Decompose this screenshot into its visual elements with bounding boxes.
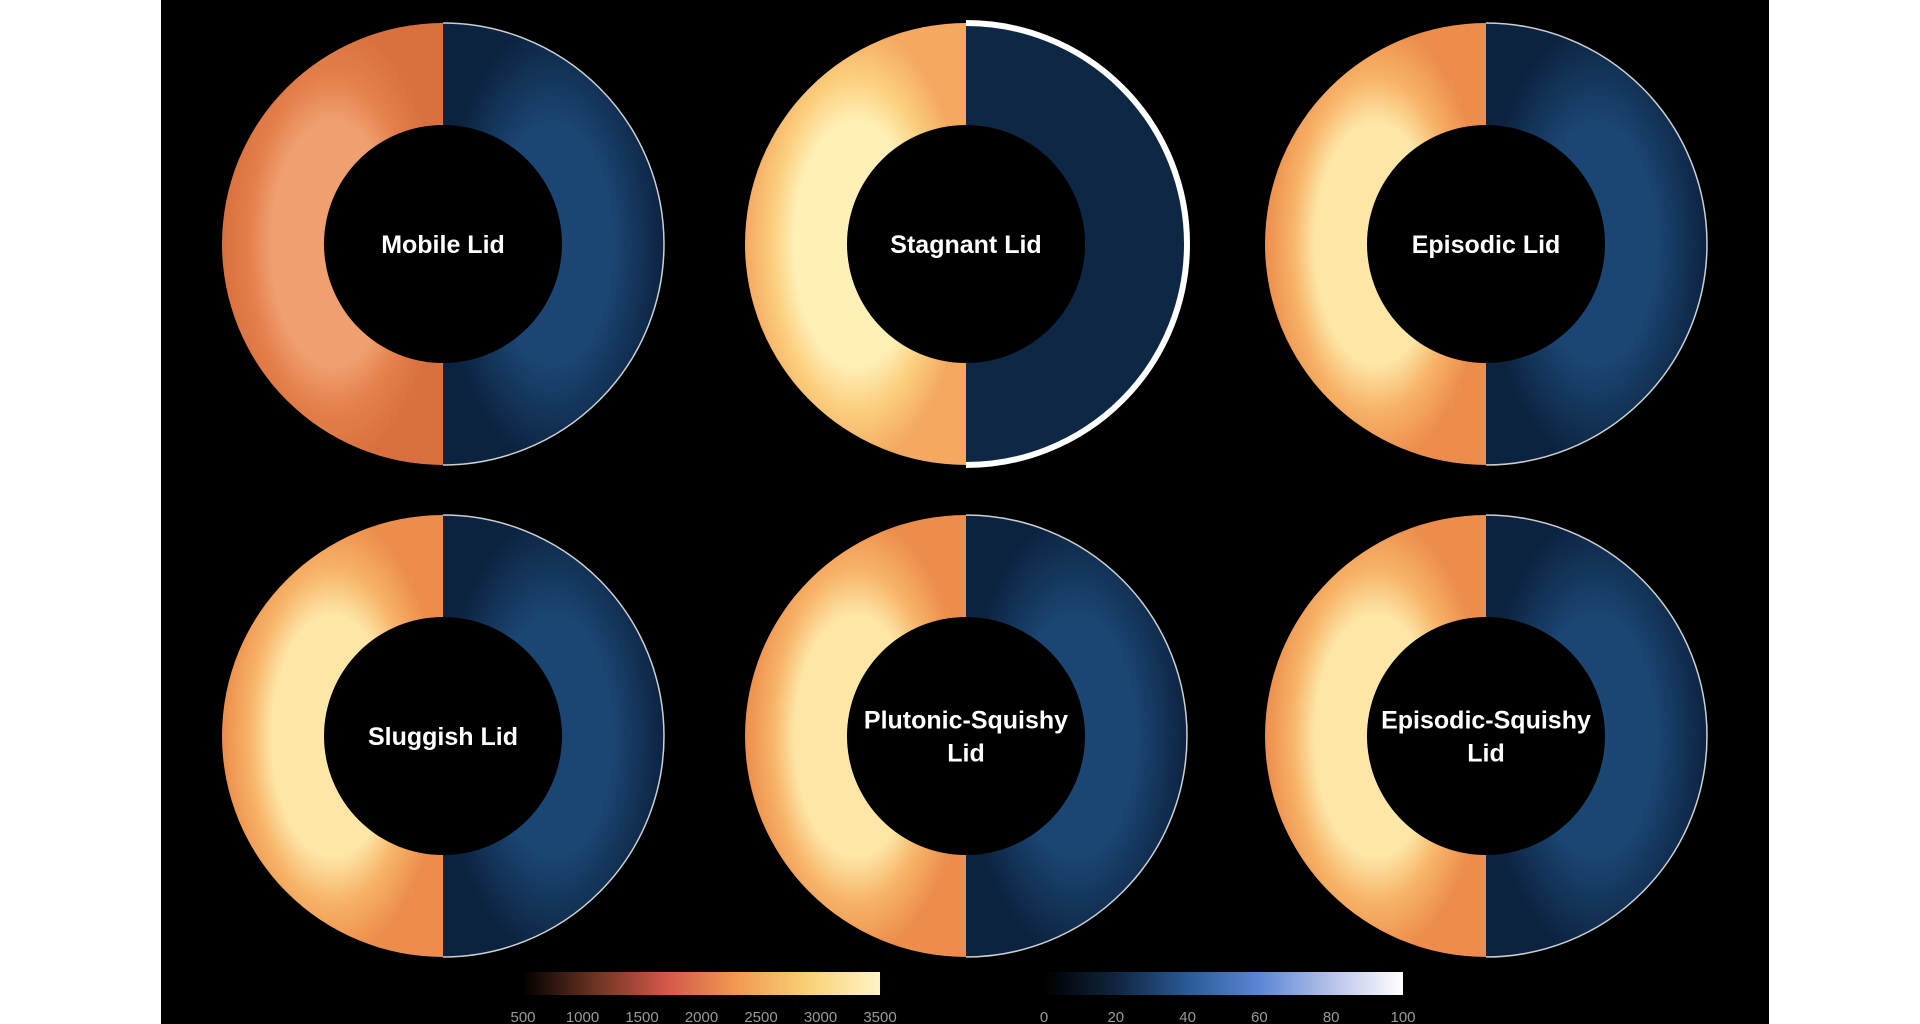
strain-rate-half bbox=[1486, 23, 1707, 465]
temperature-half bbox=[1265, 515, 1486, 957]
outer-boundary bbox=[442, 514, 665, 958]
temperature-half bbox=[1265, 23, 1486, 465]
colorbar-tick-label: 3000 bbox=[804, 1009, 837, 1024]
colorbar-tick-label: 100 bbox=[1390, 1009, 1415, 1024]
temperature-half bbox=[222, 23, 443, 465]
colorbar-tick-label: 40 bbox=[1179, 1009, 1196, 1024]
lid-regime-panel: Episodic Lid bbox=[1265, 22, 1708, 466]
mantle-convection-figure: Mobile Lid Stagnant Lid Episodic Lid Sluggi… bbox=[222, 20, 1708, 1024]
colorbar: 500 1000 1500 2000 2500 3000 3500 bbox=[510, 972, 897, 1024]
strain-rate-half bbox=[443, 515, 664, 957]
lid-regime-panel: Mobile Lid bbox=[222, 22, 665, 466]
colorbar: 0 20 40 60 80 100 bbox=[1040, 972, 1416, 1024]
lid-regime-label: Mobile Lid bbox=[381, 231, 505, 259]
colorbar-tick-label: 500 bbox=[510, 1009, 535, 1024]
lid-regime-panel: Sluggish Lid bbox=[222, 514, 665, 958]
outer-boundary bbox=[965, 20, 1190, 468]
colorbar-tick-label: 2000 bbox=[685, 1009, 718, 1024]
temperature-half bbox=[745, 23, 966, 465]
colorbar-tick-label: 80 bbox=[1323, 1009, 1340, 1024]
temperature-half bbox=[222, 515, 443, 957]
colorbar-tick-label: 20 bbox=[1107, 1009, 1124, 1024]
outer-boundary bbox=[1485, 514, 1708, 958]
colorbar-tick-label: 3500 bbox=[863, 1009, 896, 1024]
lid-regime-label: Episodic-Squishy bbox=[1381, 707, 1591, 735]
colorbar-gradient bbox=[1044, 972, 1403, 995]
outer-boundary bbox=[965, 514, 1188, 958]
figure-panel: Mobile Lid Stagnant Lid Episodic Lid Sluggi… bbox=[161, 0, 1769, 1024]
outer-boundary bbox=[1485, 22, 1708, 466]
colorbar-gradient bbox=[523, 972, 880, 995]
lid-regime-label: Plutonic-Squishy bbox=[864, 707, 1068, 735]
lid-regime-panel: Plutonic-Squishy Lid bbox=[745, 514, 1188, 958]
strain-rate-half bbox=[966, 515, 1187, 957]
colorbar-tick-label: 2500 bbox=[744, 1009, 777, 1024]
lid-regime-panel: Episodic-Squishy Lid bbox=[1265, 514, 1708, 958]
temperature-half bbox=[745, 515, 966, 957]
strain-rate-half bbox=[443, 23, 664, 465]
colorbar-tick-label: 0 bbox=[1040, 1009, 1048, 1024]
strain-rate-half bbox=[1486, 515, 1707, 957]
lid-regime-label: Stagnant Lid bbox=[890, 231, 1041, 259]
lid-regime-label: Sluggish Lid bbox=[368, 723, 518, 751]
colorbar-tick-label: 1000 bbox=[566, 1009, 599, 1024]
outer-boundary bbox=[442, 22, 665, 466]
strain-rate-half bbox=[966, 23, 1187, 465]
lid-regime-label: Lid bbox=[1467, 740, 1505, 768]
lid-regime-panel: Stagnant Lid bbox=[745, 20, 1190, 468]
colorbar-tick-label: 60 bbox=[1251, 1009, 1268, 1024]
lid-regime-label: Lid bbox=[947, 740, 985, 768]
lid-regime-label: Episodic Lid bbox=[1412, 231, 1561, 259]
colorbar-tick-label: 1500 bbox=[625, 1009, 658, 1024]
